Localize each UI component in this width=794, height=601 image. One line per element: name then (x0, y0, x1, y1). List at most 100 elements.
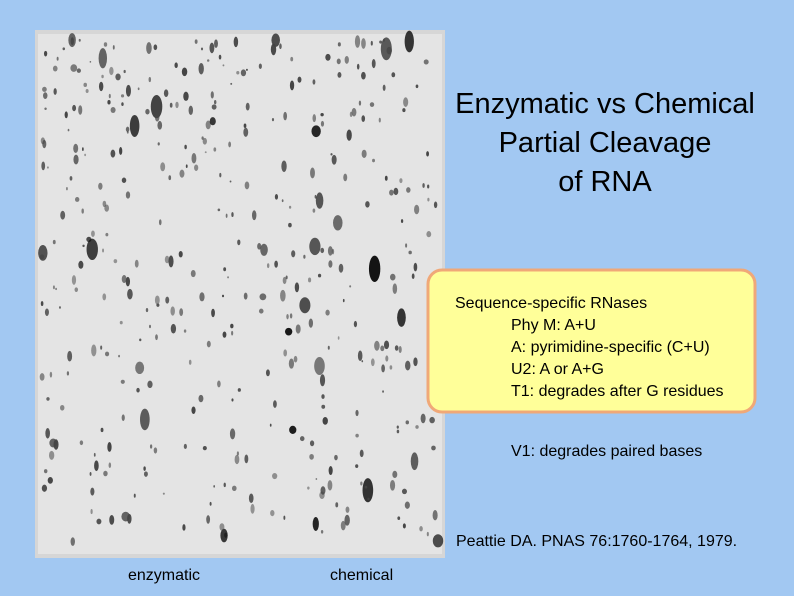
gel-spot (110, 149, 116, 158)
gel-spot (214, 99, 217, 105)
gel-spot (237, 388, 241, 392)
gel-spot (248, 493, 254, 503)
box-item: T1: degrades after G residues (511, 383, 724, 400)
gel-spot (327, 480, 333, 491)
gel-spot (401, 488, 407, 495)
gel-spot (319, 374, 326, 387)
gel-spot (271, 117, 275, 122)
gel-spot (179, 308, 184, 317)
gel-spot (344, 55, 349, 64)
gel-spot (320, 247, 325, 254)
gel-spot (209, 117, 216, 126)
gel-spot (415, 425, 419, 429)
gel-spot (156, 94, 158, 99)
gel-spot (420, 413, 426, 424)
gel-spot (52, 239, 56, 245)
gel-spot (231, 330, 234, 336)
gel-spot (214, 39, 218, 48)
gel-spot (244, 181, 250, 190)
gel-spot (194, 164, 199, 171)
gel-spot (148, 77, 152, 83)
gel-spot (426, 151, 429, 157)
gel-spot (419, 526, 423, 532)
gel-spot (379, 40, 383, 44)
gel-spot (258, 63, 262, 69)
gel-spot (321, 394, 325, 399)
gel-spot (328, 466, 333, 476)
gel-spot (337, 42, 341, 47)
gel-spot (283, 111, 288, 121)
gel-spot (98, 182, 103, 190)
gel-spot (168, 175, 172, 181)
gel-spot (143, 466, 146, 471)
gel-spot (72, 104, 77, 112)
gel-spot (154, 295, 160, 305)
gel-spot (149, 324, 151, 329)
gel-spot (405, 360, 411, 371)
gel-spot (91, 344, 97, 357)
gel-spot (179, 169, 185, 178)
gel-spot (274, 260, 278, 268)
gel-spot (170, 306, 175, 316)
gel-spot (272, 472, 278, 480)
gel-spot (190, 269, 196, 278)
gel-spot (270, 43, 277, 56)
gel-spot (126, 131, 129, 134)
gel-spot (315, 477, 318, 481)
gel-spot (361, 149, 367, 158)
box-item: Phy M: A+U (511, 317, 596, 334)
gel-spot (105, 232, 109, 237)
gel-spot (274, 193, 279, 200)
gel-spot (259, 293, 267, 301)
gel-spot (344, 514, 350, 526)
gel-spot (102, 248, 104, 253)
gel-spot (119, 320, 123, 325)
gel-spot (432, 509, 438, 521)
gel-spot (251, 210, 257, 221)
gel-spot (422, 183, 425, 188)
gel-spot (108, 93, 111, 99)
gel-spot (357, 350, 363, 362)
gel-spot (299, 436, 305, 442)
gel-spot (153, 44, 158, 51)
gel-spot (297, 76, 302, 83)
gel-spot (96, 518, 102, 525)
gel-spot (359, 449, 364, 458)
gel-spot (290, 56, 294, 62)
gel-spot (209, 42, 215, 54)
gel-spot (41, 484, 48, 492)
gel-spot (404, 30, 414, 53)
gel-spot (335, 502, 339, 508)
gel-spot (191, 153, 197, 164)
gel-spot (56, 56, 59, 61)
gel-spot (120, 94, 125, 98)
gel-spot (246, 68, 248, 71)
gel-spot (320, 529, 324, 534)
gel-spot (383, 340, 390, 350)
gel-spot (351, 107, 357, 117)
gel-spot (45, 428, 50, 439)
gel-spot (39, 373, 45, 381)
gel-spot (258, 308, 264, 314)
gel-spot (90, 508, 93, 515)
gel-spot (143, 471, 148, 477)
gel-spot (408, 250, 412, 255)
gel-spot (234, 454, 240, 465)
gel-image (35, 30, 445, 558)
gel-spot (244, 454, 249, 464)
gel-spot (427, 197, 430, 202)
gel-spot (389, 365, 393, 370)
gel-spot (367, 497, 370, 501)
gel-spot (432, 534, 444, 548)
gel-spot (380, 37, 392, 61)
gel-spot (406, 187, 411, 193)
gel-spot (243, 292, 248, 300)
gel-spot (328, 260, 333, 268)
gel-spot (426, 531, 429, 537)
gel-spot (317, 273, 322, 278)
gel-spot (165, 296, 170, 304)
gel-spot (188, 105, 194, 115)
gel-spot (70, 64, 78, 72)
gel-spot (53, 88, 57, 95)
gel-spot (370, 358, 375, 367)
